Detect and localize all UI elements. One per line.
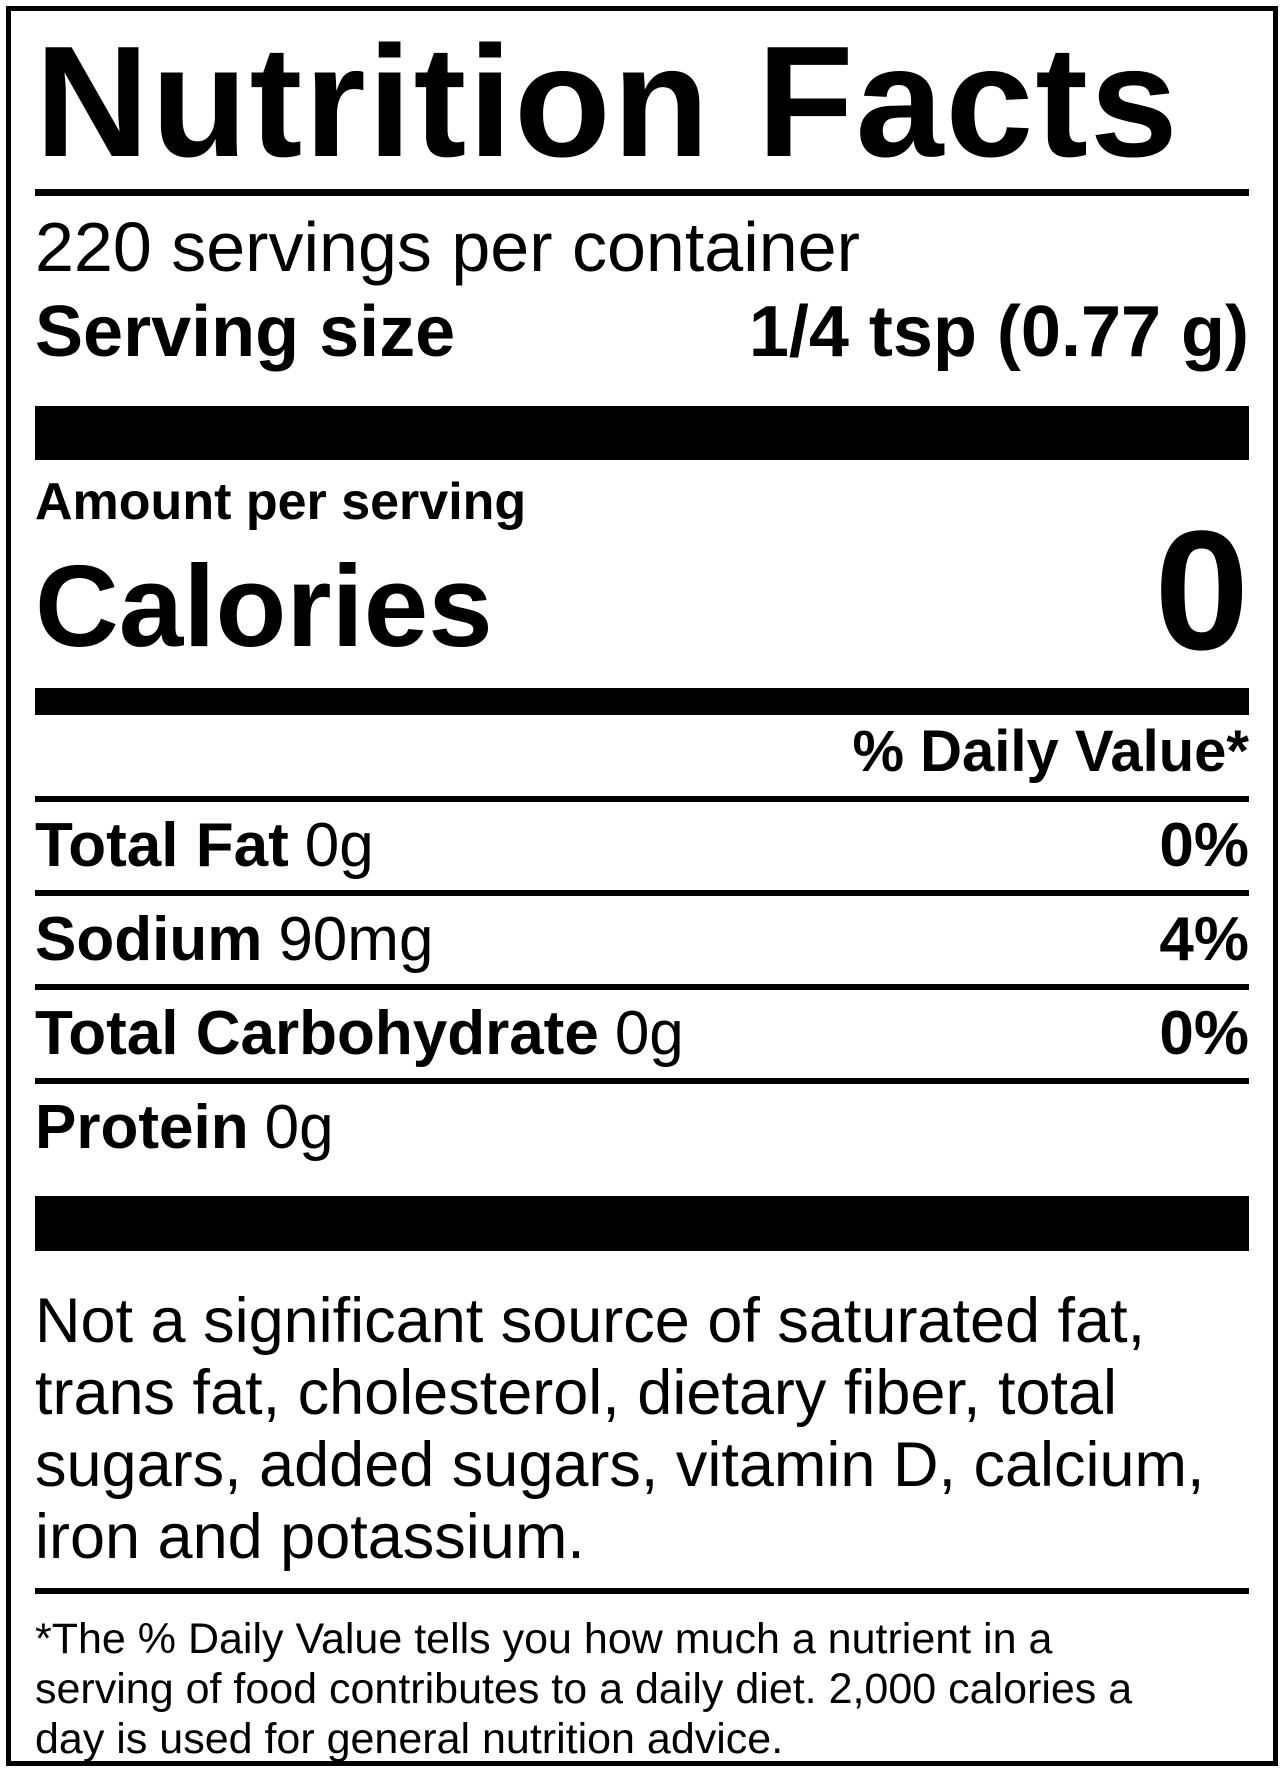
calories-label: Calories [35, 541, 493, 671]
not-significant-source-text: Not a significant source of saturated fa… [35, 1285, 1249, 1573]
nutrient-amount: 0g [264, 1093, 334, 1162]
title-divider [35, 189, 1249, 196]
nutrition-facts-label: Nutrition Facts 220 servings per contain… [6, 6, 1278, 1766]
nutrient-amount: 0g [304, 811, 374, 880]
calories-value: 0 [1154, 496, 1249, 686]
label-title: Nutrition Facts [35, 14, 1180, 190]
serving-size-value: 1/4 tsp (0.77 g) [748, 292, 1249, 372]
daily-value-footnote: *The % Daily Value tells you how much a … [35, 1614, 1249, 1763]
amount-per-serving-label: Amount per serving [35, 473, 527, 531]
serving-size-label: Serving size [35, 292, 456, 372]
nutrient-daily-value: 0% [1159, 999, 1249, 1068]
footnote-line: *The % Daily Value tells you how much a … [35, 1615, 1053, 1663]
thick-separator-calories [35, 688, 1249, 715]
text-line: trans fat, cholesterol, dietary fiber, t… [35, 1358, 1118, 1428]
nutrient-amount: 90mg [278, 905, 434, 974]
nutrient-name: Protein [35, 1093, 249, 1162]
nutrient-name: Sodium [35, 905, 263, 974]
footnote-line: serving of food contributes to a daily d… [35, 1665, 1133, 1713]
nutrient-daily-value: 0% [1159, 811, 1249, 880]
daily-value-divider [35, 796, 1249, 802]
text-line: Not a significant source of saturated fa… [35, 1286, 1146, 1356]
nutrient-name-amount: Sodium 90mg [35, 909, 433, 971]
servings-per-container: 220 servings per container [35, 208, 860, 286]
calories-row: Calories 0 [35, 506, 1249, 676]
thick-separator-top [35, 406, 1249, 460]
text-line: iron and potassium. [35, 1502, 585, 1572]
nutrient-name: Total Fat [35, 811, 289, 880]
text-line: sugars, added sugars, vitamin D, calcium… [35, 1430, 1205, 1500]
daily-value-header: % Daily Value* [852, 719, 1249, 784]
serving-size-row: Serving size 1/4 tsp (0.77 g) [35, 296, 1249, 368]
nutrient-row-protein: Protein 0g [35, 1084, 1249, 1172]
nutrient-daily-value: 4% [1159, 905, 1249, 974]
nutrient-name-amount: Total Fat 0g [35, 815, 374, 877]
nutrient-name: Total Carbohydrate [35, 999, 599, 1068]
nutrient-name-amount: Protein 0g [35, 1097, 334, 1159]
nutrient-row-total-carbohydrate: Total Carbohydrate 0g 0% [35, 990, 1249, 1084]
thick-separator-bottom [35, 1196, 1249, 1251]
nutrient-row-sodium: Sodium 90mg 4% [35, 896, 1249, 990]
footnote-divider [35, 1588, 1249, 1594]
nutrient-amount: 0g [614, 999, 684, 1068]
nutrient-name-amount: Total Carbohydrate 0g [35, 1003, 684, 1065]
footnote-line: day is used for general nutrition advice… [35, 1715, 784, 1763]
nutrient-row-total-fat: Total Fat 0g 0% [35, 802, 1249, 896]
